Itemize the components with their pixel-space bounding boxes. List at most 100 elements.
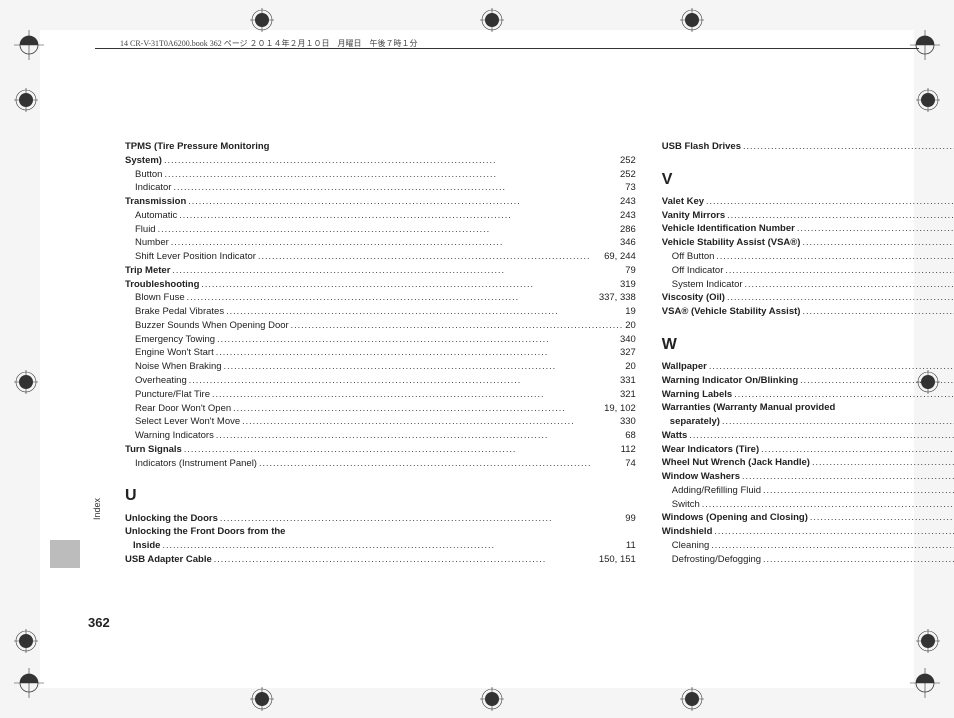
index-entry: VSA® (Vehicle Stability Assist)249 [662, 305, 954, 319]
entry-label: Window Washers [662, 470, 740, 484]
leader-dots [224, 305, 625, 319]
entry-label: Rear Door Won't Open [135, 402, 231, 416]
entry-page: 68 [625, 429, 636, 443]
side-label: Index [92, 498, 102, 520]
index-entry: Vanity Mirrors5 [662, 209, 954, 223]
index-entry: Transmission243 [125, 195, 636, 209]
index-entry: Switch115 [662, 498, 954, 512]
registration-mark-icon [250, 687, 274, 711]
entry-label: Noise When Braking [135, 360, 222, 374]
crop-mark-icon [14, 668, 44, 698]
leader-dots [185, 291, 599, 305]
leader-dots [218, 512, 625, 526]
index-entry: Turn Signals112 [125, 443, 636, 457]
index-entry: Indicators (Instrument Panel)74 [125, 457, 636, 471]
index-entry: Emergency Towing340 [125, 333, 636, 347]
index-entry: System Indicator72 [662, 278, 954, 292]
page-number: 362 [88, 615, 110, 630]
registration-mark-icon [14, 370, 38, 394]
leader-dots [709, 539, 954, 553]
leader-dots [740, 470, 954, 484]
index-entry: TPMS (Tire Pressure Monitoring [125, 140, 636, 154]
leader-dots [712, 525, 954, 539]
entry-page: 150, 151 [599, 553, 636, 567]
entry-page: 330 [620, 415, 636, 429]
entry-label: Unlocking the Front Doors from the [125, 525, 285, 539]
entry-page: 243 [620, 195, 636, 209]
index-entry: Warranties (Warranty Manual provided [662, 401, 954, 415]
leader-dots [170, 264, 625, 278]
entry-label: Blown Fuse [135, 291, 185, 305]
index-entry: Vehicle Identification Number346 [662, 222, 954, 236]
entry-label: Turn Signals [125, 443, 182, 457]
crop-mark-icon [14, 30, 44, 60]
crop-mark-icon [910, 668, 940, 698]
registration-mark-icon [14, 629, 38, 653]
leader-dots [700, 498, 954, 512]
leader-dots [761, 553, 954, 567]
entry-label: Vanity Mirrors [662, 209, 725, 223]
entry-label: Select Lever Won't Move [135, 415, 240, 429]
leader-dots [231, 402, 604, 416]
leader-dots [210, 388, 620, 402]
entry-page: 73 [625, 181, 636, 195]
entry-label: Viscosity (Oil) [662, 291, 725, 305]
leader-dots [725, 291, 954, 305]
leader-dots [240, 415, 620, 429]
index-entry: Shift Lever Position Indicator69, 244 [125, 250, 636, 264]
index-entry: Fluid286 [125, 223, 636, 237]
index-entry: Noise When Braking20 [125, 360, 636, 374]
index-entry: Warning Indicators 68 [125, 429, 636, 443]
entry-page: 319 [620, 278, 636, 292]
entry-label: Switch [672, 498, 700, 512]
index-entry: Automatic243 [125, 209, 636, 223]
entry-page: 321 [620, 388, 636, 402]
index-entry: USB Adapter Cable150, 151 [125, 553, 636, 567]
entry-page: 252 [620, 154, 636, 168]
registration-mark-icon [916, 88, 940, 112]
registration-mark-icon [14, 88, 38, 112]
leader-dots [723, 264, 954, 278]
index-entry: Puncture/Flat Tire321 [125, 388, 636, 402]
index-entry: Buzzer Sounds When Opening Door20 [125, 319, 636, 333]
leader-dots [743, 278, 954, 292]
entry-label: Wheel Nut Wrench (Jack Handle) [662, 456, 810, 470]
leader-dots [162, 154, 620, 168]
entry-page: 11 [626, 539, 636, 553]
entry-label: Warranties (Warranty Manual provided [662, 401, 836, 415]
leader-dots [800, 236, 954, 250]
index-entry: Number346 [125, 236, 636, 250]
leader-dots [160, 539, 625, 553]
entry-label: Off Indicator [672, 264, 724, 278]
entry-label: Vehicle Stability Assist (VSA®) [662, 236, 801, 250]
leader-dots [810, 456, 954, 470]
entry-label: Cleaning [672, 539, 710, 553]
entry-label: Troubleshooting [125, 278, 199, 292]
index-entry: Watts344 [662, 429, 954, 443]
entry-label: TPMS (Tire Pressure Monitoring [125, 140, 269, 154]
column-1: TPMS (Tire Pressure MonitoringSystem) 252… [125, 140, 636, 638]
leader-dots [808, 511, 954, 525]
entry-label: Warning Indicators [135, 429, 214, 443]
section-letter: U [125, 484, 636, 507]
entry-page: 286 [620, 223, 636, 237]
index-entry: Unlocking the Front Doors from the [125, 525, 636, 539]
leader-dots [222, 360, 626, 374]
index-entry: Window Washers115 [662, 470, 954, 484]
leader-dots [199, 278, 620, 292]
registration-mark-icon [480, 8, 504, 32]
index-entry: Unlocking the Doors99 [125, 512, 636, 526]
entry-label: Buzzer Sounds When Opening Door [135, 319, 289, 333]
entry-label: Brake Pedal Vibrates [135, 305, 224, 319]
index-entry: Adding/Refilling Fluid288 [662, 484, 954, 498]
entry-label: Watts [662, 429, 688, 443]
index-entry: Button252 [125, 168, 636, 182]
entry-label: System) [125, 154, 162, 168]
leader-dots [171, 181, 625, 195]
leader-dots [761, 484, 954, 498]
index-entry: Viscosity (Oil)279, 345 [662, 291, 954, 305]
leader-dots [289, 319, 626, 333]
entry-page: 337, 338 [599, 291, 636, 305]
registration-mark-icon [680, 8, 704, 32]
entry-label: VSA® (Vehicle Stability Assist) [662, 305, 801, 319]
